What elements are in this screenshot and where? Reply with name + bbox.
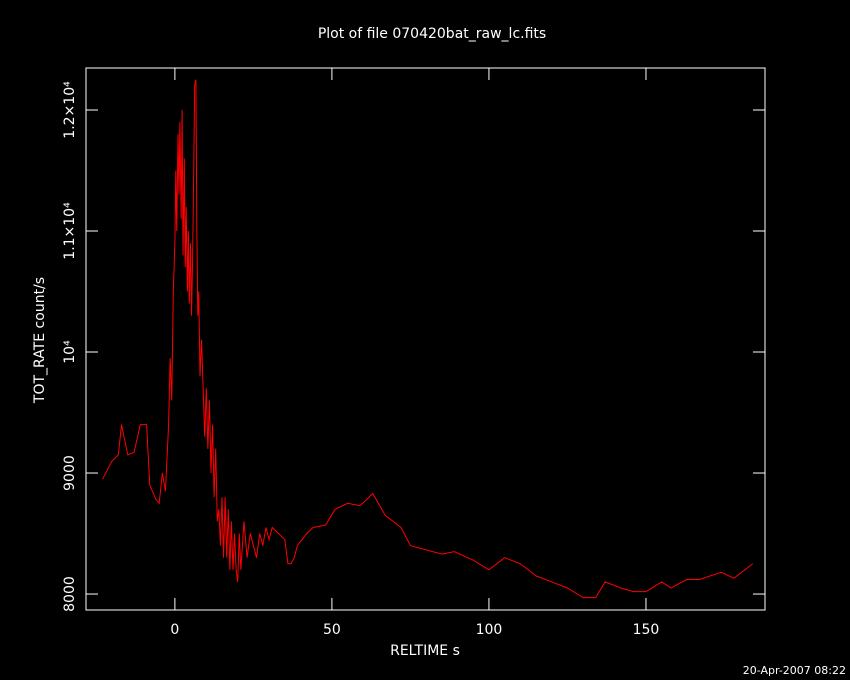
y-tick-label: 8000 xyxy=(62,576,78,612)
plot-frame xyxy=(85,67,766,611)
x-axis-label: RELTIME s xyxy=(390,643,460,659)
y-tick-label: 10⁴ xyxy=(62,340,78,364)
x-tick-label: 50 xyxy=(323,622,341,638)
y-tick-label: 1.2×10⁴ xyxy=(62,81,78,139)
x-tick-label: 100 xyxy=(476,622,503,638)
y-tick-label: 1.1×10⁴ xyxy=(62,202,78,260)
x-tick-label: 150 xyxy=(633,622,660,638)
data-line xyxy=(102,79,754,599)
footer: 20-Apr-2007 08:22 xyxy=(743,664,846,677)
y-tick-label: 9000 xyxy=(62,455,78,491)
chart-title: Plot of file 070420bat_raw_lc.fits xyxy=(318,26,546,42)
y-axis-label: TOT_RATE count/s xyxy=(32,277,48,404)
x-tick-label: 0 xyxy=(170,622,179,638)
